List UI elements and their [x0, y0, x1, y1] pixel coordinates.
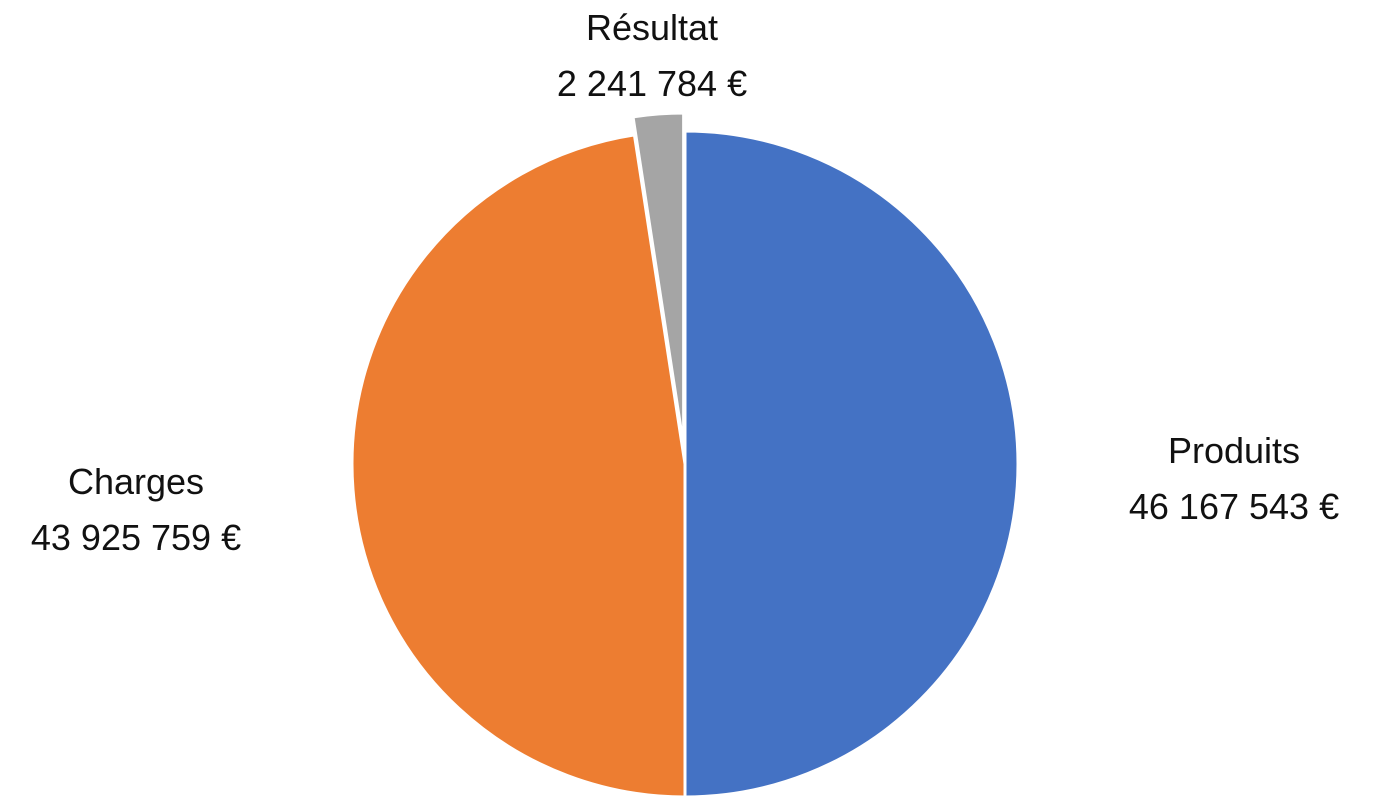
label-charges-value: 43 925 759 €	[31, 517, 241, 558]
label-resultat-value: 2 241 784 €	[557, 63, 747, 104]
pie-slice-resultat	[631, 111, 686, 448]
label-produits-category: Produits	[1168, 430, 1300, 471]
label-charges-category: Charges	[68, 461, 204, 502]
pie-slice-charges	[350, 133, 687, 799]
pie-slices	[350, 111, 1020, 799]
label-produits-value: 46 167 543 €	[1129, 486, 1339, 527]
label-resultat-category: Résultat	[586, 7, 718, 48]
pie-slice-produits	[683, 129, 1020, 799]
